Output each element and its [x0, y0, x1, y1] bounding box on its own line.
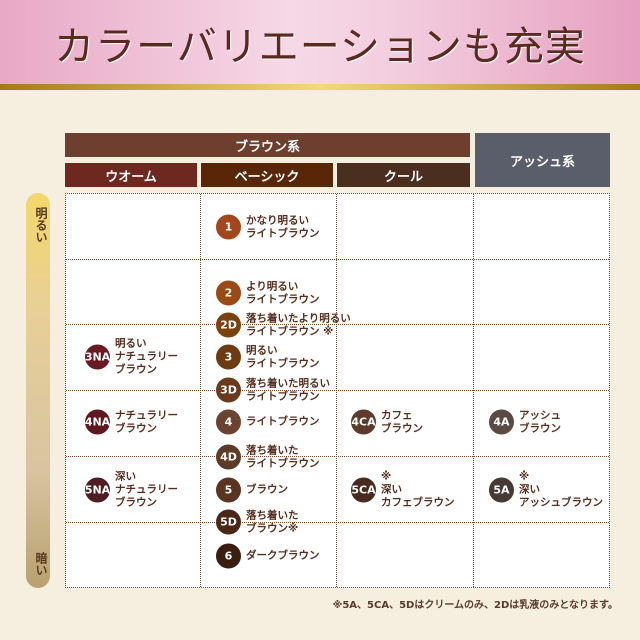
scale-dark: 暗い [34, 552, 48, 576]
color-item-5a: 5A ※ 深い アッシュブラウン [488, 471, 603, 510]
color-item-5na: 5NA 深い ナチュラリー ブラウン [84, 471, 178, 510]
color-swatch: 5 [215, 476, 242, 504]
color-swatch: 4 [215, 408, 242, 436]
page-title: カラーバリエーションも充実 [54, 24, 586, 70]
title-banner [0, 0, 640, 85]
color-swatch: 2D [215, 311, 242, 339]
color-item-4d: 4D 落ち着いた ライトブラウン [215, 443, 320, 471]
color-item-2d: 2D 落ち着いたより明るい ライトブラウン ※ [215, 311, 351, 339]
color-label: かなり明るい ライトブラウン [246, 214, 320, 239]
color-label: 落ち着いた明るい ライトブラウン [246, 377, 330, 402]
color-label: ※ 深い カフェブラウン [381, 470, 455, 509]
header-basic: ベーシック [201, 163, 333, 187]
color-item-3: 3 明るい ライトブラウン [215, 343, 320, 371]
brightness-scale: 明るい 暗い [26, 193, 50, 588]
color-label: より明るい ライトブラウン [246, 280, 320, 305]
color-label: 深い ナチュラリー ブラウン [115, 470, 178, 509]
header-warm: ウオーム [65, 163, 197, 187]
color-label: ※ 深い アッシュブラウン [519, 470, 603, 509]
header-ash: アッシュ系 [475, 133, 610, 187]
scale-bright: 明るい [34, 207, 48, 243]
color-swatch: 5NA [84, 476, 111, 504]
color-swatch: 5A [488, 476, 515, 504]
color-label: ブラウン [246, 483, 288, 496]
color-grid [65, 193, 610, 588]
color-swatch: 4NA [84, 408, 111, 436]
color-item-4ca: 4CA カフェ ブラウン [350, 408, 423, 436]
color-label: カフェ ブラウン [381, 409, 423, 434]
color-label: ダークブラウン [246, 549, 320, 562]
color-swatch: 3NA [84, 343, 111, 371]
gold-divider [0, 84, 640, 90]
color-swatch: 5D [215, 508, 242, 536]
color-label: ナチュラリー ブラウン [115, 409, 178, 434]
color-label: ライトブラウン [246, 415, 320, 428]
color-swatch: 6 [215, 542, 242, 570]
footnote: ※5A、5CA、5Dはクリームのみ、2Dは乳液のみとなります。 [332, 600, 618, 611]
color-item-1: 1 かなり明るい ライトブラウン [215, 213, 320, 241]
color-label: 落ち着いたより明るい ライトブラウン ※ [246, 312, 351, 337]
color-item-3na: 3NA 明るい ナチュラリー ブラウン [84, 338, 178, 377]
header-cool: クール [337, 163, 470, 187]
color-label: 落ち着いた ブラウン※ [246, 509, 299, 534]
color-item-5: 5 ブラウン [215, 476, 288, 504]
color-swatch: 1 [215, 213, 242, 241]
color-item-6: 6 ダークブラウン [215, 542, 320, 570]
color-item-2: 2 より明るい ライトブラウン [215, 279, 320, 307]
color-swatch: 4A [488, 408, 515, 436]
color-swatch: 5CA [350, 476, 377, 504]
color-swatch: 4CA [350, 408, 377, 436]
color-swatch: 3 [215, 343, 242, 371]
color-item-4na: 4NA ナチュラリー ブラウン [84, 408, 178, 436]
color-label: 落ち着いた ライトブラウン [246, 444, 320, 469]
color-label: アッシュ ブラウン [519, 409, 561, 434]
color-label: 明るい ライトブラウン [246, 344, 320, 369]
header-brown: ブラウン系 [65, 133, 470, 157]
color-swatch: 2 [215, 279, 242, 307]
color-item-4a: 4A アッシュ ブラウン [488, 408, 561, 436]
color-label: 明るい ナチュラリー ブラウン [115, 337, 178, 376]
color-swatch: 3D [215, 376, 242, 404]
color-item-3d: 3D 落ち着いた明るい ライトブラウン [215, 376, 330, 404]
color-item-5d: 5D 落ち着いた ブラウン※ [215, 508, 299, 536]
color-item-4: 4 ライトブラウン [215, 408, 320, 436]
color-swatch: 4D [215, 443, 242, 471]
color-item-5ca: 5CA ※ 深い カフェブラウン [350, 471, 455, 510]
